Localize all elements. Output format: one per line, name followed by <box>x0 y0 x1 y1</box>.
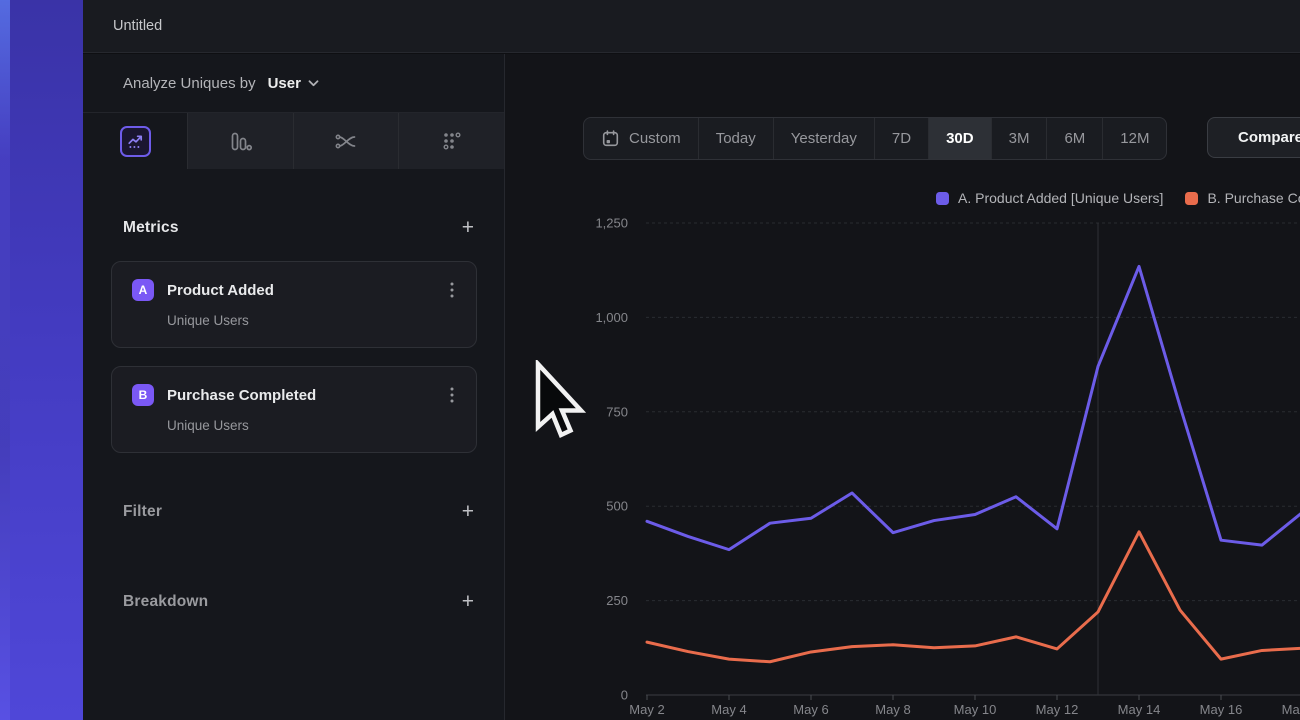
svg-text:250: 250 <box>606 593 628 608</box>
svg-text:May 6: May 6 <box>793 702 828 717</box>
line-chart-canvas[interactable]: 0 250 500 750 1,000 1,250 May 2 May 4 May 6 May 8… <box>0 0 1300 720</box>
svg-text:May 4: May 4 <box>711 702 746 717</box>
svg-text:May 2: May 2 <box>629 702 664 717</box>
mouse-cursor <box>534 360 586 442</box>
svg-text:1,250: 1,250 <box>595 216 628 231</box>
svg-text:May 18: May 18 <box>1282 702 1300 717</box>
svg-text:May 10: May 10 <box>954 702 997 717</box>
svg-text:750: 750 <box>606 404 628 419</box>
insights-report-app: { "window": { "title": "Untitled" }, "si… <box>0 0 1300 720</box>
svg-text:May 14: May 14 <box>1118 702 1161 717</box>
svg-text:May 16: May 16 <box>1200 702 1243 717</box>
svg-text:May 8: May 8 <box>875 702 910 717</box>
svg-text:1,000: 1,000 <box>595 310 628 325</box>
svg-text:0: 0 <box>621 688 628 703</box>
svg-text:500: 500 <box>606 499 628 514</box>
svg-text:May 12: May 12 <box>1036 702 1079 717</box>
